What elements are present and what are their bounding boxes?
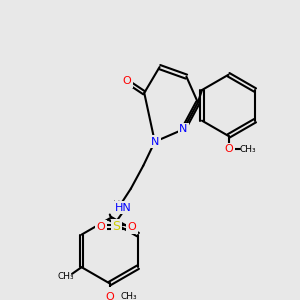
Text: O: O xyxy=(97,222,106,232)
Text: N: N xyxy=(179,124,188,134)
Text: CH₃: CH₃ xyxy=(121,292,137,300)
Text: O: O xyxy=(123,76,131,86)
Text: N: N xyxy=(151,137,159,147)
Text: CH₃: CH₃ xyxy=(58,272,75,281)
Text: O: O xyxy=(123,76,131,86)
Text: O: O xyxy=(224,144,233,154)
Text: O: O xyxy=(128,222,136,232)
Text: CH₃: CH₃ xyxy=(239,145,256,154)
Text: H: H xyxy=(113,200,120,210)
Text: N: N xyxy=(122,203,130,213)
Text: S: S xyxy=(112,220,121,233)
Text: O: O xyxy=(105,292,114,300)
Text: O: O xyxy=(105,292,114,300)
Text: O: O xyxy=(128,222,136,232)
Text: N: N xyxy=(179,124,188,134)
Text: HN: HN xyxy=(115,203,132,213)
Text: S: S xyxy=(113,220,120,233)
Text: O: O xyxy=(97,222,106,232)
Text: O: O xyxy=(224,144,233,154)
Text: N: N xyxy=(151,137,159,147)
